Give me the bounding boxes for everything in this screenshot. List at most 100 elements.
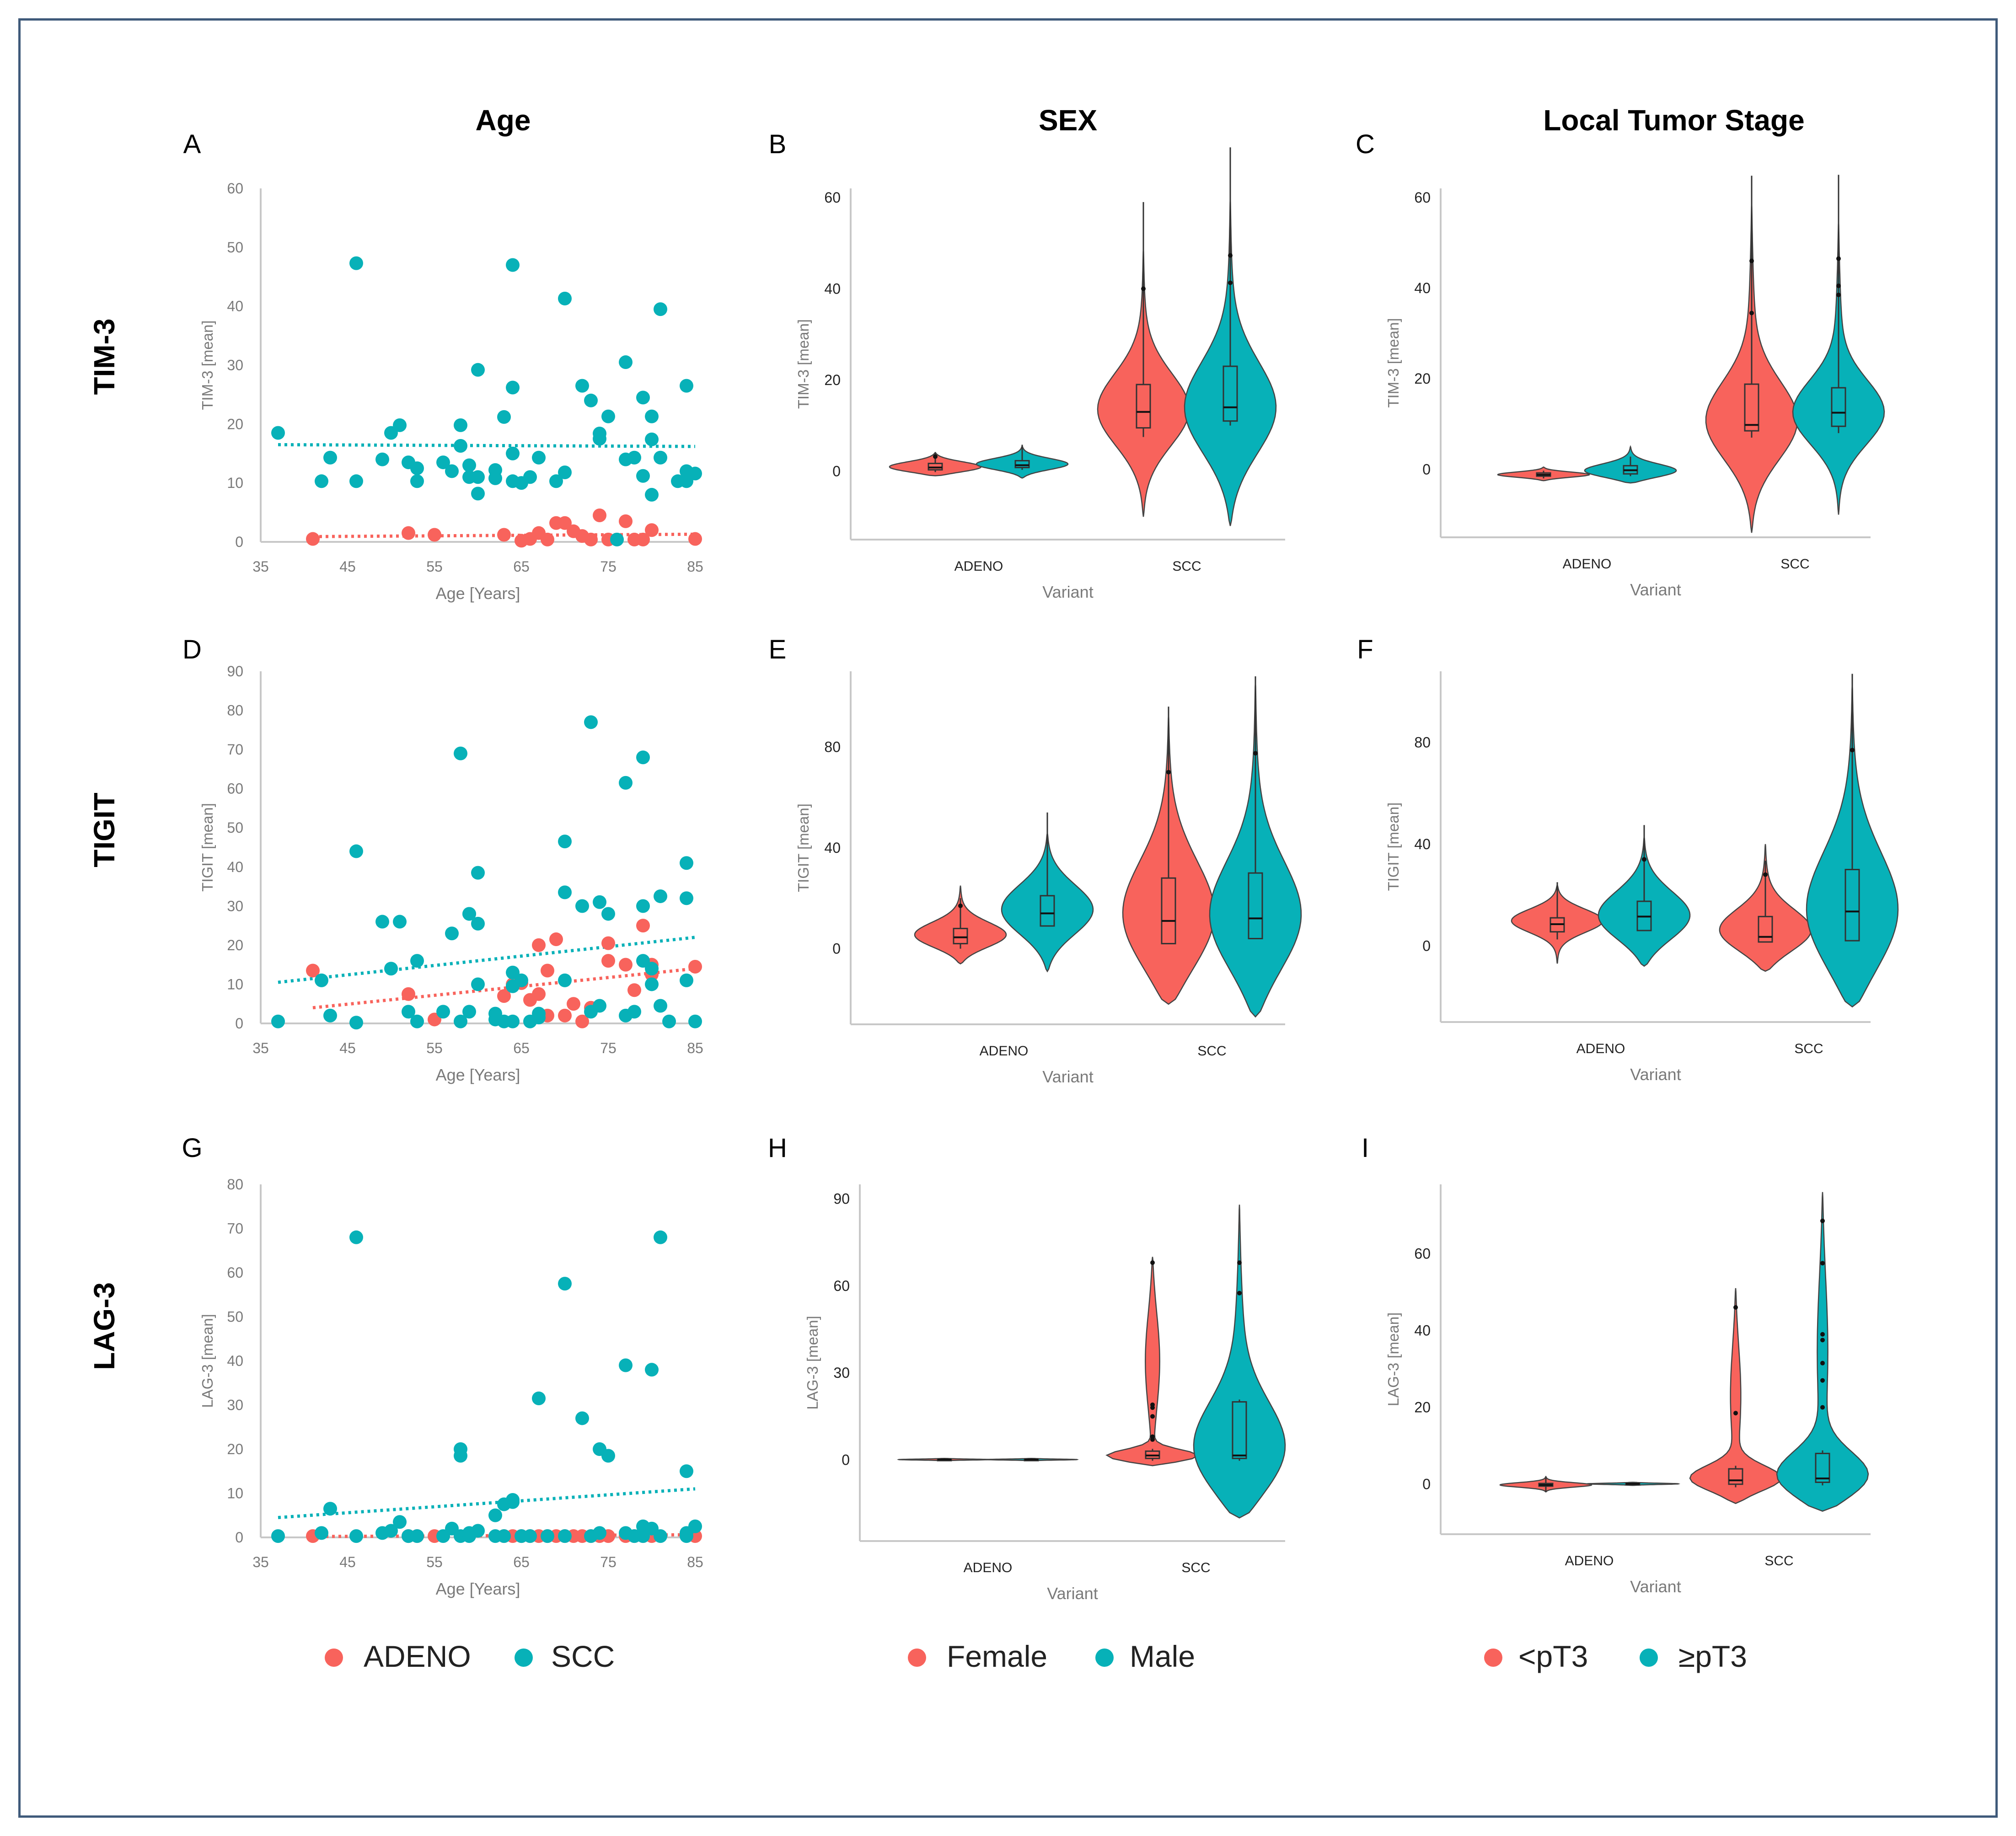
data-point-adeno (549, 932, 563, 947)
y-tick-label: 40 (227, 859, 243, 875)
outlier-point (1733, 1411, 1738, 1416)
category-label: SCC (1197, 1044, 1226, 1059)
violin-chart-C: 0 20 40 60 ADENO SCC Variant TIM-3 [mean] (1385, 175, 1885, 599)
x-tick-label: 55 (426, 1040, 443, 1056)
data-point-scc (575, 899, 589, 913)
data-point-adeno (532, 987, 546, 1001)
data-point-scc (410, 954, 424, 968)
data-point-scc (506, 380, 520, 395)
x-tick-label: 65 (513, 1554, 530, 1570)
violin-scc-≥pT3 (1776, 1192, 1869, 1512)
data-point-scc (680, 891, 693, 905)
y-tick-label: 90 (833, 1191, 850, 1207)
box-iqr (1758, 915, 1773, 943)
outlier-point (1150, 1414, 1155, 1419)
outlier-point (1749, 310, 1754, 316)
outlier-point (1237, 1260, 1242, 1265)
data-point-scc (410, 474, 424, 488)
data-point-scc (680, 1529, 693, 1543)
x-tick-label: 45 (339, 558, 356, 575)
data-point-scc (575, 1411, 589, 1425)
data-point-adeno (627, 983, 641, 997)
outlier-point (1228, 253, 1233, 258)
legend-marker (325, 1649, 343, 1667)
data-point-adeno (558, 1008, 572, 1022)
data-point-scc (375, 915, 389, 929)
data-point-scc (384, 962, 398, 976)
data-point-scc (593, 895, 606, 909)
violin-scc-Male (1193, 1204, 1286, 1519)
y-tick-label: 40 (227, 1353, 243, 1369)
x-axis-label: Variant (1630, 1577, 1681, 1596)
y-axis-label: LAG-3 [mean] (1385, 1312, 1402, 1406)
y-tick-label: 0 (1422, 461, 1431, 477)
data-point-scc (584, 393, 598, 407)
data-point-scc (497, 1529, 511, 1543)
y-axis-label: LAG-3 [mean] (804, 1316, 821, 1409)
data-point-scc (323, 1502, 337, 1516)
data-point-scc (506, 446, 520, 460)
category-label: ADENO (1576, 1041, 1625, 1056)
legend-marker (1095, 1649, 1114, 1667)
outlier-point (1820, 1360, 1825, 1365)
data-point-scc (471, 866, 485, 880)
data-point-scc (619, 1358, 633, 1372)
data-point-scc (384, 1524, 398, 1538)
x-axis-label: Variant (1042, 1067, 1093, 1086)
box-iqr (1815, 1452, 1830, 1483)
data-point-scc (523, 470, 537, 484)
data-point-scc (393, 418, 407, 432)
outlier-point (933, 454, 938, 459)
y-tick-label: 50 (227, 239, 243, 256)
x-tick-label: 85 (687, 1040, 703, 1056)
box-iqr (953, 927, 968, 945)
box-iqr (1040, 895, 1055, 927)
data-point-scc (601, 409, 615, 423)
data-point-scc (349, 1529, 363, 1543)
outlier-point (1642, 857, 1646, 862)
legend-label: SCC (551, 1639, 615, 1673)
box-iqr (1222, 365, 1238, 422)
y-axis-label: TIM-3 [mean] (795, 319, 812, 409)
x-axis-label: Variant (1630, 580, 1681, 599)
data-point-scc (558, 1529, 572, 1543)
data-point-scc (558, 973, 572, 987)
data-point-adeno (428, 528, 441, 542)
x-axis-label: Variant (1042, 583, 1093, 601)
y-axis-label: LAG-3 [mean] (199, 1314, 216, 1408)
data-point-scc (315, 1526, 328, 1540)
data-point-scc (315, 474, 328, 488)
column-header-2: Local Tumor Stage (1543, 104, 1804, 137)
y-tick-label: 60 (227, 180, 243, 197)
y-tick-label: 50 (227, 1309, 243, 1325)
data-point-scc (532, 1006, 546, 1021)
data-point-scc (680, 856, 693, 870)
category-label: SCC (1172, 559, 1201, 574)
data-point-scc (523, 1529, 537, 1543)
data-point-scc (645, 432, 659, 446)
data-point-scc (584, 715, 598, 729)
data-point-scc (488, 471, 502, 485)
y-tick-label: 20 (227, 416, 243, 432)
data-point-scc (680, 379, 693, 393)
data-point-scc (462, 1005, 476, 1019)
outlier-point (1749, 258, 1754, 263)
data-point-scc (349, 1016, 363, 1030)
y-tick-label: 20 (1414, 370, 1431, 387)
data-point-scc (558, 1277, 572, 1291)
data-point-adeno (601, 954, 615, 968)
y-tick-label: 10 (227, 1485, 243, 1502)
data-point-adeno (306, 963, 320, 978)
box-iqr (1161, 877, 1176, 945)
y-tick-label: 60 (1414, 189, 1431, 206)
data-point-scc (610, 532, 624, 546)
violin-chart-H: 0 30 60 90 ADENO SCC Variant LAG-3 [mean] (804, 1184, 1286, 1603)
outlier-point (1836, 292, 1841, 297)
data-point-scc (532, 1392, 546, 1406)
data-point-scc (654, 1230, 667, 1244)
category-label: SCC (1794, 1041, 1823, 1056)
panel-letter-E: E (769, 635, 787, 664)
y-tick-label: 90 (227, 663, 243, 680)
data-point-scc (619, 776, 633, 790)
y-tick-label: 10 (227, 475, 243, 491)
